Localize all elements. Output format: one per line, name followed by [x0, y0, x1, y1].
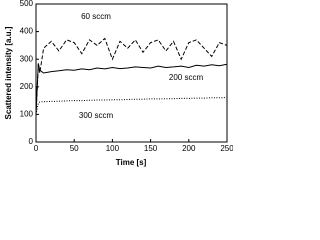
y-tick-label: 500: [20, 0, 34, 8]
x-tick-label: 0: [34, 144, 39, 153]
x-tick-label: 250: [220, 144, 233, 153]
y-tick-label: 100: [20, 110, 34, 119]
y-tick-label: 200: [20, 82, 34, 91]
x-tick-label: 150: [144, 144, 158, 153]
x-tick-label: 200: [182, 144, 196, 153]
x-tick-label: 100: [106, 144, 120, 153]
y-axis-label: Scattered intensity [a.u.]: [4, 26, 13, 119]
series-label: 300 sccm: [79, 111, 114, 120]
series-line: [35, 63, 228, 115]
series-line: [35, 97, 228, 115]
y-tick-label: 0: [29, 137, 34, 146]
y-tick-label: 300: [20, 54, 34, 63]
x-tick-label: 50: [70, 144, 79, 153]
plot-frame: [35, 3, 228, 143]
series-label: 60 sccm: [81, 12, 111, 21]
series-label: 200 sccm: [169, 73, 204, 82]
x-axis-label: Time [s]: [116, 158, 147, 167]
y-tick-label: 400: [20, 27, 34, 36]
chart: Time [s] Scattered intensity [a.u.] 0 50 1…: [4, 0, 233, 167]
series-line: [35, 37, 228, 115]
